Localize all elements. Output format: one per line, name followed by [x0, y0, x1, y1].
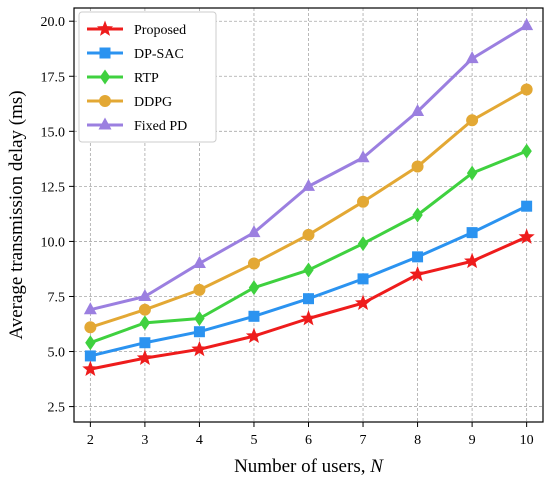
y-axis-label: Average transmission delay (ms): [6, 90, 27, 339]
legend-label: RTP: [134, 71, 159, 86]
legend-item: Proposed: [87, 20, 186, 38]
data-point: [245, 327, 263, 343]
data-point: [83, 302, 97, 315]
series-rtp: [85, 143, 532, 351]
data-point: [139, 337, 151, 349]
data-point: [247, 257, 260, 270]
data-point: [521, 200, 533, 212]
data-point: [520, 18, 534, 31]
legend-marker: [98, 117, 112, 130]
data-point: [192, 255, 206, 268]
data-point: [409, 265, 426, 282]
x-tick-label: 9: [469, 433, 476, 448]
legend-item: DP-SAC: [87, 47, 184, 62]
x-tick-label: 8: [414, 433, 421, 448]
data-point: [354, 294, 372, 310]
legend-item: DDPG: [87, 95, 172, 110]
series-dp-sac: [84, 200, 533, 362]
data-point: [139, 315, 151, 331]
data-point: [193, 326, 205, 338]
data-point: [357, 273, 369, 285]
data-point: [136, 349, 153, 366]
y-tick-label: 5.0: [48, 346, 66, 361]
data-point: [465, 51, 479, 64]
data-point: [82, 360, 99, 377]
data-point: [84, 321, 97, 334]
y-tick-label: 2.5: [48, 401, 66, 416]
data-point: [193, 283, 206, 296]
x-tick-label: 5: [250, 433, 257, 448]
data-point: [303, 262, 314, 278]
x-tick-label: 7: [360, 433, 367, 448]
data-point: [303, 293, 314, 305]
data-point: [411, 160, 424, 173]
data-point: [521, 143, 532, 159]
data-point: [357, 195, 370, 208]
x-axis-label: Number of users, N: [234, 456, 384, 477]
data-point: [194, 311, 205, 326]
data-point: [84, 350, 96, 362]
legend-item: RTP: [87, 69, 159, 86]
series-proposed: [82, 228, 535, 377]
data-point: [357, 236, 369, 252]
series-ddpg: [84, 83, 533, 334]
data-point: [466, 227, 478, 239]
data-point: [466, 165, 478, 181]
data-point: [300, 310, 317, 326]
x-tick-label: 2: [87, 433, 94, 448]
x-axis: 2 3 4 5 6 7 8 9 10: [87, 422, 534, 448]
legend-label: Fixed PD: [134, 119, 187, 134]
series-fixed-pd: [83, 18, 534, 315]
legend-item: Fixed PD: [87, 117, 187, 134]
data-point: [520, 83, 533, 96]
data-point: [248, 310, 260, 322]
legend-marker: [99, 47, 111, 59]
data-point: [247, 225, 261, 238]
legend-label: DP-SAC: [134, 47, 184, 62]
x-tick-label: 10: [520, 433, 534, 448]
data-point: [412, 251, 424, 263]
data-point: [85, 335, 96, 351]
x-tick-label: 3: [141, 433, 148, 448]
y-axis: 2.5 5.0 7.5 10.0 12.5 15.0 17.5 20.0: [41, 15, 74, 416]
legend-box: [78, 11, 217, 143]
legend-marker: [96, 20, 114, 36]
data-point: [138, 303, 151, 316]
data-point: [466, 114, 479, 127]
data-point: [248, 280, 260, 296]
y-tick-label: 7.5: [48, 290, 66, 305]
data-point: [411, 104, 425, 116]
y-tick-label: 20.0: [41, 15, 66, 30]
data-point: [302, 178, 315, 191]
legend-label: DDPG: [134, 95, 172, 110]
data-point: [412, 207, 423, 223]
data-point: [356, 150, 370, 163]
series-layer: [82, 18, 535, 377]
y-tick-label: 12.5: [41, 180, 66, 195]
y-tick-label: 17.5: [41, 70, 66, 85]
x-tick-label: 6: [305, 433, 312, 448]
data-point: [518, 228, 535, 244]
data-point: [464, 252, 481, 269]
y-tick-label: 15.0: [41, 125, 66, 140]
data-point: [191, 340, 208, 357]
x-tick-label: 4: [196, 433, 203, 448]
data-point: [138, 288, 152, 301]
y-tick-label: 10.0: [41, 235, 66, 250]
legend: Proposed DP-SAC RTP DDPG Fixed PD: [78, 11, 217, 143]
legend-label: Proposed: [134, 23, 186, 38]
data-point: [302, 228, 315, 241]
legend-marker: [99, 69, 111, 85]
legend-marker: [99, 95, 111, 107]
